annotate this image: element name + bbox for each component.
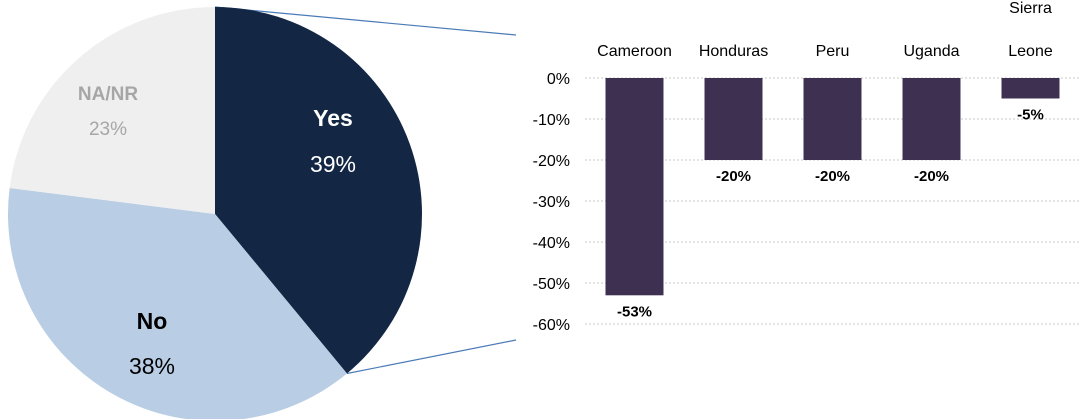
bar-sierra-leone <box>1001 78 1060 99</box>
y-tick-label: -20% <box>533 153 570 170</box>
bar-peru <box>803 78 862 160</box>
bar-label-peru: -20% <box>815 168 850 185</box>
pie-label-na-nr: NA/NR <box>78 84 138 105</box>
pie-slice-na-nr <box>9 7 215 214</box>
y-tick-label: -10% <box>533 112 570 129</box>
category-label-honduras: Honduras <box>699 43 768 60</box>
connector-line-top <box>214 6 517 36</box>
bar-honduras <box>704 78 763 160</box>
bar-cameroon <box>605 78 664 296</box>
bar-uganda <box>902 78 961 160</box>
y-tick-label: -60% <box>533 317 570 334</box>
pie-chart: Yes 39% No 38% NA/NR 23% <box>8 7 422 419</box>
bar-label-honduras: -20% <box>716 168 751 185</box>
bar-chart: 0% -10% -20% -30% -40% -50% -60% -53% Cameroon -2… <box>533 0 1080 334</box>
connector-lines <box>214 6 517 375</box>
y-tick-label: -50% <box>533 276 570 293</box>
pie-value-na-nr: 23% <box>89 119 127 140</box>
y-tick-label: 0% <box>547 71 570 88</box>
connector-line-bottom <box>346 339 517 375</box>
pie-slice-no <box>8 188 347 419</box>
pie-value-yes: 39% <box>310 151 356 177</box>
pie-slice-yes <box>215 7 422 374</box>
category-label-peru: Peru <box>816 43 850 60</box>
bar-label-sierra-leone: -5% <box>1017 107 1044 124</box>
y-tick-label: -30% <box>533 194 570 211</box>
category-label-sierra-leone: Sierra Leone <box>1008 0 1053 60</box>
bar-label-cameroon: -53% <box>617 303 652 320</box>
pie-label-no: No <box>137 308 168 334</box>
pie-label-yes: Yes <box>313 105 353 131</box>
pie-value-no: 38% <box>129 353 175 379</box>
bar-label-uganda: -20% <box>914 168 949 185</box>
y-tick-label: -40% <box>533 235 570 252</box>
category-label-uganda: Uganda <box>903 43 959 60</box>
category-label-cameroon: Cameroon <box>597 43 672 60</box>
